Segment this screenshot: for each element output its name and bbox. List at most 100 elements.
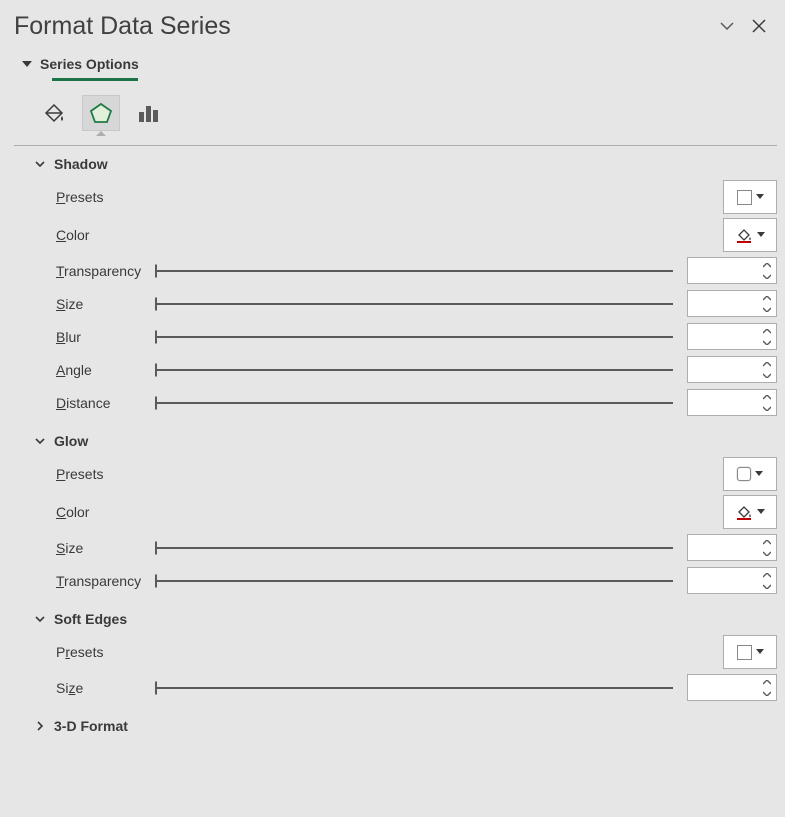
section-3d-format-title: 3-D Format — [54, 718, 128, 734]
fill-color-icon — [735, 226, 753, 244]
spinner-up-button[interactable] — [761, 359, 773, 369]
slider-thumb[interactable] — [155, 681, 157, 694]
slider-thumb[interactable] — [155, 330, 157, 343]
caret-down-icon — [757, 509, 765, 515]
shadow-distance-slider[interactable] — [156, 402, 673, 404]
series-options-label: Series Options — [40, 56, 139, 72]
slider-thumb[interactable] — [155, 574, 157, 587]
shadow-blur-row: Blur — [56, 320, 777, 353]
shadow-distance-row: Distance — [56, 386, 777, 419]
glow-presets-label: Presets — [56, 466, 156, 482]
section-shadow: Shadow Presets Color — [14, 146, 777, 423]
series-options-dropdown[interactable]: Series Options — [14, 56, 777, 72]
section-glow-body: Presets Color — [14, 449, 777, 597]
slider-thumb[interactable] — [155, 297, 157, 310]
shadow-angle-slider[interactable] — [156, 369, 673, 371]
spinner-down-button[interactable] — [761, 337, 773, 347]
close-button[interactable] — [743, 10, 775, 42]
spinner-down-button[interactable] — [761, 370, 773, 380]
spinner-up-button[interactable] — [761, 326, 773, 336]
slider-thumb[interactable] — [155, 264, 157, 277]
collapse-button[interactable] — [711, 10, 743, 42]
chevron-down-icon — [34, 158, 46, 170]
glow-transparency-label: Transparency — [56, 573, 156, 589]
glow-size-label: Size — [56, 540, 156, 556]
pentagon-icon — [89, 101, 113, 125]
shadow-size-slider[interactable] — [156, 303, 673, 305]
spinner-down-button[interactable] — [761, 688, 773, 698]
shadow-blur-spinner[interactable] — [687, 323, 777, 350]
shadow-transparency-spinner[interactable] — [687, 257, 777, 284]
close-icon — [752, 19, 766, 33]
tab-fill-and-line[interactable] — [34, 95, 72, 131]
presets-preview-icon — [737, 645, 752, 660]
softedges-presets-dropdown[interactable] — [723, 635, 777, 669]
slider-thumb[interactable] — [155, 541, 157, 554]
shadow-transparency-label: Transparency — [56, 263, 156, 279]
glow-size-slider[interactable] — [156, 547, 673, 549]
section-soft-edges: Soft Edges Presets Size — [14, 601, 777, 708]
softedges-size-spinner[interactable] — [687, 674, 777, 701]
glow-color-label: Color — [56, 504, 156, 520]
section-glow-header[interactable]: Glow — [14, 433, 777, 449]
spinner-down-button[interactable] — [761, 581, 773, 591]
glow-color-row: Color — [56, 493, 777, 531]
presets-preview-icon — [737, 467, 751, 481]
tab-series-options[interactable] — [130, 95, 168, 131]
chevron-right-icon — [34, 720, 46, 732]
section-shadow-body: Presets Color — [14, 172, 777, 419]
category-tabs — [14, 81, 777, 145]
bar-chart-icon — [137, 102, 161, 124]
slider-thumb[interactable] — [155, 363, 157, 376]
shadow-size-row: Size — [56, 287, 777, 320]
spinner-down-button[interactable] — [761, 271, 773, 281]
spinner-up-button[interactable] — [761, 260, 773, 270]
section-soft-edges-body: Presets Size — [14, 627, 777, 704]
glow-color-dropdown[interactable] — [723, 495, 777, 529]
spinner-up-button[interactable] — [761, 537, 773, 547]
format-data-series-pane: Format Data Series Series Options — [0, 0, 785, 817]
shadow-blur-slider[interactable] — [156, 336, 673, 338]
shadow-presets-dropdown[interactable] — [723, 180, 777, 214]
chevron-down-icon — [718, 17, 736, 35]
section-3d-format-header[interactable]: 3-D Format — [14, 718, 777, 734]
caret-down-icon — [756, 649, 764, 655]
fill-color-icon — [735, 503, 753, 521]
shadow-distance-spinner[interactable] — [687, 389, 777, 416]
section-soft-edges-header[interactable]: Soft Edges — [14, 611, 777, 627]
chevron-down-icon — [34, 613, 46, 625]
tab-effects[interactable] — [82, 95, 120, 131]
glow-size-spinner[interactable] — [687, 534, 777, 561]
glow-presets-dropdown[interactable] — [723, 457, 777, 491]
shadow-presets-label: Presets — [56, 189, 156, 205]
spinner-down-button[interactable] — [761, 403, 773, 413]
slider-thumb[interactable] — [155, 396, 157, 409]
chevron-down-icon — [34, 435, 46, 447]
glow-transparency-slider[interactable] — [156, 580, 673, 582]
section-shadow-title: Shadow — [54, 156, 108, 172]
shadow-color-dropdown[interactable] — [723, 218, 777, 252]
shadow-distance-label: Distance — [56, 395, 156, 411]
glow-transparency-spinner[interactable] — [687, 567, 777, 594]
softedges-size-slider[interactable] — [156, 687, 673, 689]
spinner-up-button[interactable] — [761, 677, 773, 687]
shadow-transparency-row: Transparency — [56, 254, 777, 287]
spinner-down-button[interactable] — [761, 548, 773, 558]
caret-down-icon — [755, 471, 763, 477]
section-shadow-header[interactable]: Shadow — [14, 156, 777, 172]
softedges-presets-row: Presets — [56, 633, 777, 671]
section-glow: Glow Presets Color — [14, 423, 777, 601]
spinner-up-button[interactable] — [761, 293, 773, 303]
spinner-up-button[interactable] — [761, 392, 773, 402]
shadow-angle-row: Angle — [56, 353, 777, 386]
shadow-blur-label: Blur — [56, 329, 156, 345]
spinner-up-button[interactable] — [761, 570, 773, 580]
shadow-angle-spinner[interactable] — [687, 356, 777, 383]
glow-presets-row: Presets — [56, 455, 777, 493]
spinner-down-button[interactable] — [761, 304, 773, 314]
section-glow-title: Glow — [54, 433, 88, 449]
pane-header: Format Data Series — [14, 0, 777, 42]
shadow-size-spinner[interactable] — [687, 290, 777, 317]
presets-preview-icon — [737, 190, 752, 205]
shadow-transparency-slider[interactable] — [156, 270, 673, 272]
